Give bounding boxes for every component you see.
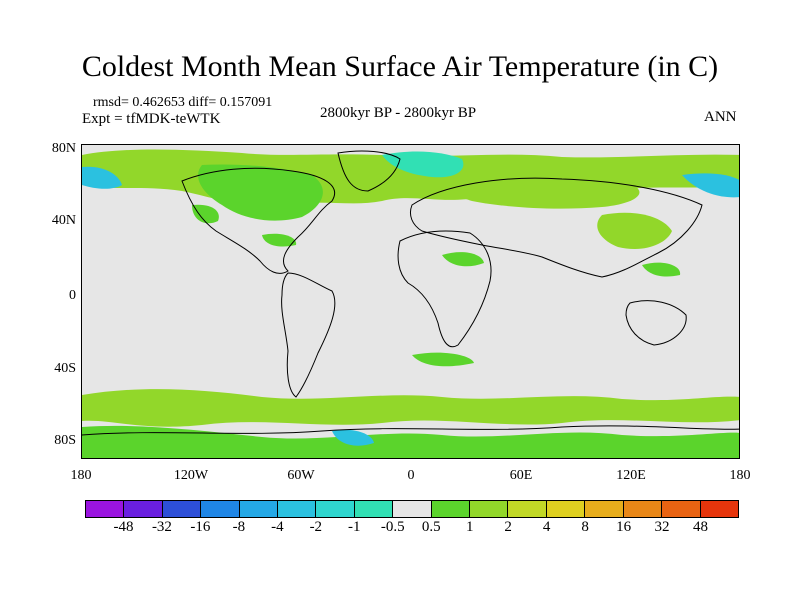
colorbar-label-9: 1	[465, 519, 474, 535]
colorbar-label-1: -32	[151, 519, 172, 535]
lon-label-120e: 120E	[616, 468, 646, 483]
colorbar-box-12	[546, 501, 586, 517]
colorbar-label-5: -2	[309, 519, 323, 535]
colorbar-box-14	[623, 501, 663, 517]
colorbar-label-14: 32	[654, 519, 670, 535]
colorbar-box-8	[393, 501, 432, 517]
stats-line-expt: Expt = tfMDK-teWTK	[82, 111, 221, 127]
season-label: ANN	[704, 109, 737, 125]
lon-label-60e: 60E	[509, 468, 533, 483]
colorbar-box-16	[700, 501, 738, 517]
map-svg	[82, 145, 739, 458]
colorbar-box-3	[201, 501, 240, 517]
colorbar-label-2: -16	[190, 519, 211, 535]
lon-label-60w: 60W	[287, 468, 315, 483]
colorbar-box-0	[86, 501, 125, 517]
colorbar-label-8: 0.5	[421, 519, 441, 535]
map-panel	[81, 144, 740, 459]
colorbar-box-13	[585, 501, 624, 517]
anomaly-patches	[82, 149, 739, 458]
lat-label-40n: 40N	[51, 213, 76, 228]
colorbar-box-11	[508, 501, 547, 517]
colorbar-box-10	[470, 501, 509, 517]
colorbar-box-6	[316, 501, 355, 517]
stats-line-rmsd: rmsd= 0.462653 diff= 0.157091	[93, 95, 273, 110]
colorbar-box-4	[239, 501, 279, 517]
colorbar-box-9	[431, 501, 471, 517]
colorbar-label-6: -1	[348, 519, 361, 535]
colorbar-label-4: -4	[271, 519, 284, 535]
lat-label-0: 0	[69, 288, 76, 303]
colorbar-box-15	[662, 501, 701, 517]
lat-label-40s: 40S	[54, 361, 76, 376]
colorbar-label-3: -8	[232, 519, 246, 535]
colorbar-label-0: -48	[113, 519, 134, 535]
period-subtitle: 2800kyr BP - 2800kyr BP	[320, 105, 477, 121]
chart-title: Coldest Month Mean Surface Air Temperatu…	[81, 50, 719, 83]
colorbar-label-12: 8	[581, 519, 589, 535]
colorbar-box-5	[278, 501, 317, 517]
lon-label-180e: 180	[729, 468, 751, 483]
colorbar-label-13: 16	[616, 519, 632, 535]
colorbar-box-7	[354, 501, 394, 517]
colorbar-label-7: -0.5	[380, 519, 405, 535]
colorbar	[85, 500, 739, 518]
lon-label-120w: 120W	[173, 468, 209, 483]
lon-label-0: 0	[407, 468, 415, 483]
colorbar-box-2	[162, 501, 202, 517]
colorbar-label-10: 2	[504, 519, 512, 535]
colorbar-label-15: 48	[693, 519, 709, 535]
lon-label-180w: 180	[70, 468, 92, 483]
colorbar-label-11: 4	[542, 519, 551, 535]
lat-label-80n: 80N	[51, 141, 76, 156]
coastlines	[82, 150, 739, 436]
lat-label-80s: 80S	[54, 433, 76, 448]
colorbar-box-1	[124, 501, 163, 517]
